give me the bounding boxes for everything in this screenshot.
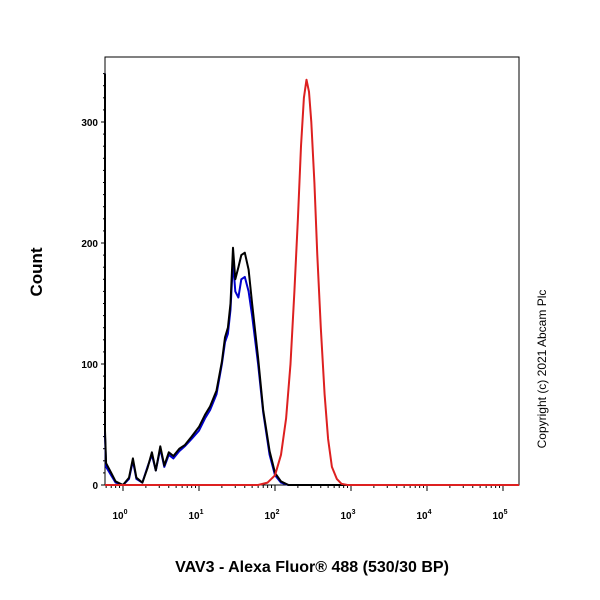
x-axis-label: VAV3 - Alexa Fluor® 488 (530/30 BP): [175, 559, 449, 576]
copyright-annotation: Copyright (c) 2021 Abcam Plc: [535, 290, 549, 449]
y-axis-label: Count: [27, 247, 46, 296]
x-tick-base: 10: [416, 511, 428, 522]
x-tick-base: 10: [188, 511, 200, 522]
x-tick-label: 104: [416, 509, 431, 522]
histogram-series-3: [105, 78, 519, 486]
y-tick-label: 200: [81, 239, 98, 250]
series-layer: [104, 73, 519, 486]
x-tick-base: 10: [112, 511, 124, 522]
x-axis: 100 101 102 103 104 105: [105, 485, 508, 522]
y-axis: 0 100 200 300: [81, 73, 105, 492]
x-tick-exponent: 1: [200, 509, 204, 516]
x-tick-base: 10: [492, 511, 504, 522]
x-tick-label: 100: [112, 509, 127, 522]
y-tick-label: 0: [92, 481, 98, 492]
x-tick-exponent: 5: [504, 509, 508, 516]
x-tick-base: 10: [340, 511, 352, 522]
x-tick-exponent: 3: [352, 509, 356, 516]
histogram-series-2: [104, 73, 519, 486]
x-tick-exponent: 4: [428, 509, 432, 516]
x-tick-label: 101: [188, 509, 203, 522]
x-tick-base: 10: [264, 511, 276, 522]
x-tick-exponent: 2: [276, 509, 280, 516]
x-tick-exponent: 0: [124, 509, 128, 516]
y-tick-label: 100: [81, 360, 98, 371]
x-tick-label: 105: [492, 509, 507, 522]
x-tick-label: 103: [340, 509, 355, 522]
x-tick-label: 102: [264, 509, 279, 522]
y-tick-label: 300: [81, 118, 98, 129]
